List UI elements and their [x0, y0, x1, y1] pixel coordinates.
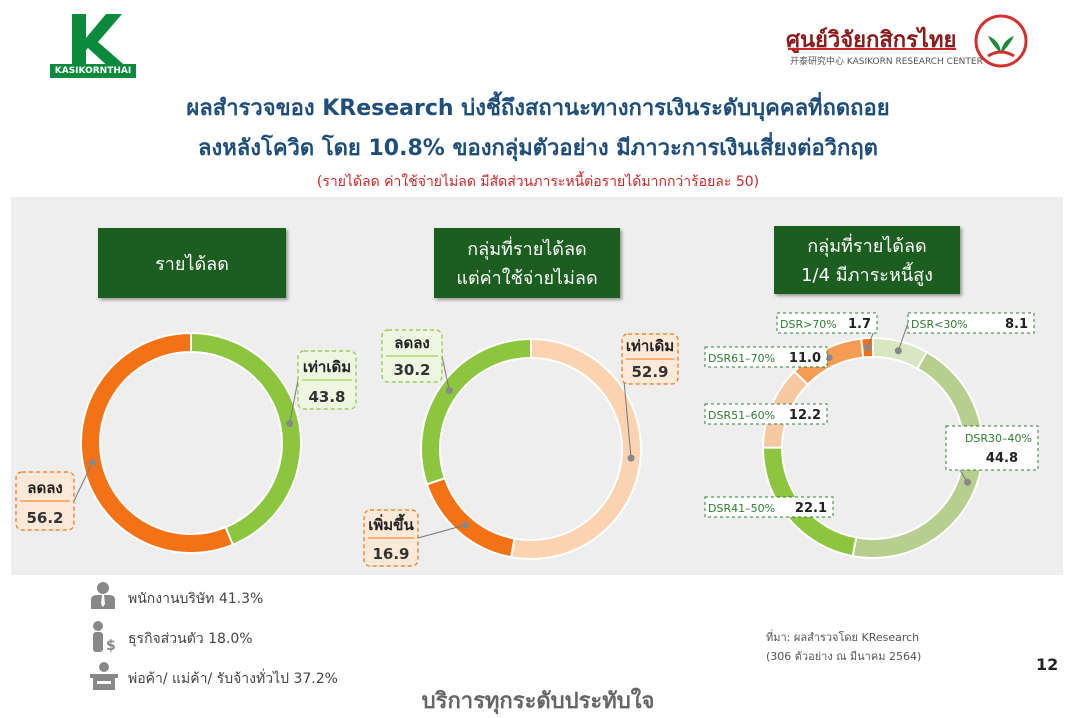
chart2-title: กลุ่มที่รายได้ลด แต่ค่าใช้จ่ายไม่ลด	[434, 228, 620, 298]
legend-text: พ่อค้า/ แม่ค้า/ รับจ้างทั่วไป 37.2%	[128, 671, 338, 687]
legend-text: ธุรกิจส่วนตัว 18.0%	[128, 631, 253, 647]
chart2-leader-dot-2	[445, 386, 453, 394]
office-worker-icon	[91, 582, 115, 609]
chart1-value-1: 56.2	[26, 509, 63, 527]
chart3-label-4: DSR61–70%	[708, 352, 775, 365]
chart2-label-2: ลดลง	[394, 334, 429, 352]
chart3-label-box-5	[776, 312, 878, 334]
chart1-leader-0	[289, 379, 299, 424]
chart1-slice-1	[79, 331, 235, 554]
chart1-leader-1	[73, 462, 93, 502]
chart3-label-1: DSR30–40%	[965, 432, 1032, 445]
slogan: บริการทุกระดับประทับใจ	[421, 689, 655, 714]
chart3-label-5: DSR>70%	[780, 318, 837, 331]
legend-item: พ่อค้า/ แม่ค้า/ รับจ้างทั่วไป 37.2%	[88, 660, 388, 690]
chart2-label-1: เพิ่มขึ้น	[368, 513, 414, 534]
chart3-title-line2: 1/4 มีภาระหนี้สูง	[801, 265, 933, 286]
chart2-slice-2	[420, 337, 532, 486]
brand-rule	[788, 48, 956, 50]
chart3-label-3: DSR51–60%	[708, 409, 775, 422]
chart3-value-2: 22.1	[795, 501, 827, 516]
chart3-label-box-2	[704, 496, 834, 518]
chart2-leader-dot-0	[627, 454, 635, 462]
chart1-title-text: รายได้ลด	[155, 253, 229, 275]
chart3-label-box-1	[945, 425, 1039, 471]
chart3-label-2: DSR41–50%	[708, 502, 775, 515]
business-owner-icon: $	[93, 621, 116, 654]
chart2-label-0: เท่าเดิม	[626, 337, 674, 355]
kasikornthai-logo-text: KASIKORNTHAI	[50, 64, 136, 78]
merchant-icon	[90, 662, 118, 690]
chart3-value-1: 44.8	[986, 451, 1018, 466]
chart3-label-box-4	[704, 346, 828, 368]
chart3-title: กลุ่มที่รายได้ลด 1/4 มีภาระหนี้สูง	[774, 226, 960, 294]
chart2-value-0: 52.9	[631, 363, 668, 381]
chart2-value-2: 30.2	[393, 361, 430, 379]
chart3-value-3: 12.2	[789, 408, 821, 423]
chart2-value-1: 16.9	[372, 545, 409, 563]
chart2-leader-dot-1	[461, 521, 469, 529]
page-subtitle: (รายได้ลด ค่าใช้จ่ายไม่ลด มีสัดส่วนภาระห…	[316, 174, 760, 190]
chart3-value-4: 11.0	[789, 351, 821, 366]
page-number: 12	[1036, 655, 1059, 674]
chart1-label-1: ลดลง	[27, 479, 62, 497]
chart3-leader-0	[897, 322, 909, 351]
chart3-value-0: 8.1	[1005, 317, 1028, 332]
chart1-label-0: เท่าเดิม	[303, 358, 351, 376]
chart1-title: รายได้ลด	[98, 228, 286, 298]
legend-item: พนักงานบริษัท 41.3%	[88, 580, 388, 610]
chart3-title-line1: กลุ่มที่รายได้ลด	[807, 236, 927, 257]
chart3-leader-dot-1	[963, 478, 971, 486]
source-line1: ที่มา: ผลสำรวจโดย KResearch	[766, 631, 920, 644]
chart2-title-line1: กลุ่มที่รายได้ลด	[467, 239, 587, 260]
chart3-label-box-3	[704, 403, 828, 425]
source-line2: (306 ตัวอย่าง ณ มีนาคม 2564)	[766, 650, 922, 663]
legend-item: $ ธุรกิจส่วนตัว 18.0%	[88, 620, 388, 654]
legend-text: พนักงานบริษัท 41.3%	[128, 591, 264, 607]
chart1-leader-dot-1	[88, 458, 96, 466]
chart3-label-box-0	[907, 312, 1035, 334]
chart2-leader-1	[417, 524, 466, 539]
kbank-emblem-icon	[974, 14, 1028, 68]
chart3-leader-dot-0	[894, 347, 902, 355]
page-title-line1: ผลสำรวจของ KResearch บ่งชี้ถึงสถานะทางกา…	[186, 96, 890, 121]
chart3-leader-dot-5	[864, 344, 872, 352]
chart1-slice-0	[190, 331, 302, 547]
chart3-value-5: 1.7	[848, 317, 871, 332]
svg-text:$: $	[106, 638, 116, 654]
chart2-leader-2	[441, 355, 450, 391]
chart3-label-0: DSR<30%	[911, 318, 968, 331]
chart1-leader-dot-0	[286, 420, 294, 428]
chart2-slice-0	[509, 337, 642, 560]
chart2-title-line2: แต่ค่าใช้จ่ายไม่ลด	[456, 268, 598, 289]
chart2-slice-1	[425, 476, 516, 559]
research-center-name-en: 开泰研究中心 KASIKORN RESEARCH CENTER	[790, 57, 983, 67]
page-title-line2: ลงหลังโควิด โดย 10.8% ของกลุ่มตัวอย่าง ม…	[198, 136, 878, 161]
chart1-value-0: 43.8	[308, 388, 345, 406]
